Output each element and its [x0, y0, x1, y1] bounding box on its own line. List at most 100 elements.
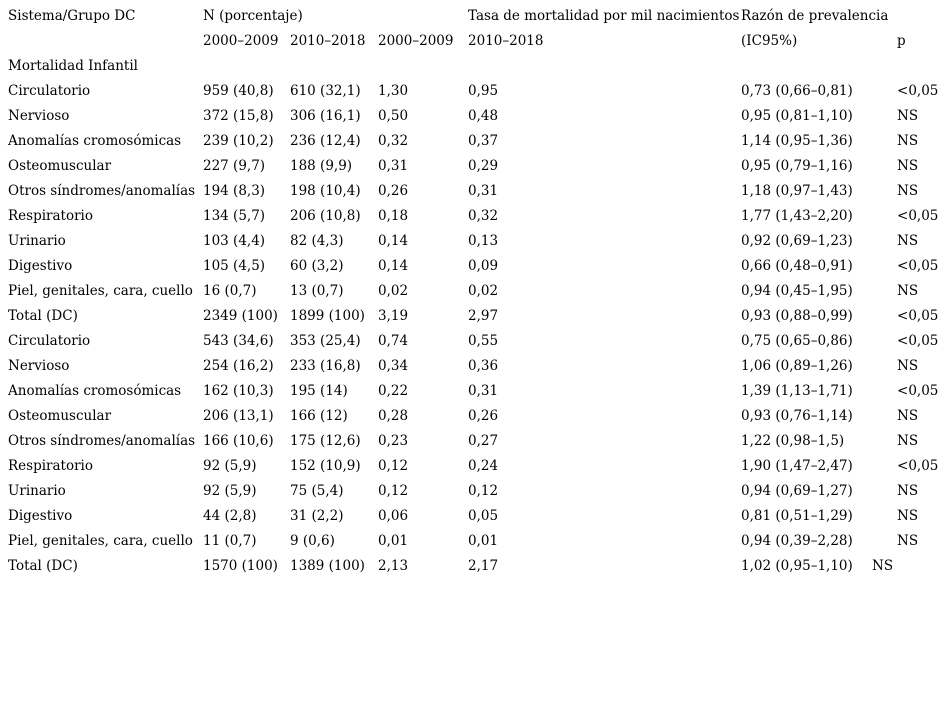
p-cell: NS	[897, 433, 919, 449]
n-period1-cell: 103 (4,4)	[203, 233, 266, 249]
table-row: Anomalías cromosómicas 162 (10,3) 195 (14)…	[8, 379, 940, 404]
sistema-cell: Osteomuscular	[8, 408, 112, 424]
razon-ic-cell: 0,94 (0,39–2,28)	[741, 533, 853, 549]
tasa-period1-cell: 0,23	[378, 433, 409, 449]
n-period2-cell: 75 (5,4)	[290, 483, 344, 499]
table-row: Circulatorio 959 (40,8) 610 (32,1) 1,30 0,95…	[8, 79, 940, 104]
razon-ic-cell: 0,93 (0,76–1,14)	[741, 408, 853, 424]
n-period1-cell: 11 (0,7)	[203, 533, 257, 549]
tasa-period1-cell: 0,32	[378, 133, 409, 149]
tasa-period1-cell: 0,28	[378, 408, 409, 424]
tasa-period2-cell: 0,27	[468, 433, 499, 449]
n-period1-cell: 239 (10,2)	[203, 133, 274, 149]
col-header-tasa-period1: 2000–2009	[378, 33, 454, 49]
tasa-period1-cell: 0,31	[378, 158, 409, 174]
razon-ic-cell: 0,92 (0,69–1,23)	[741, 233, 853, 249]
table-row: Total (DC) 2349 (100) 1899 (100) 3,19 2,97 0,…	[8, 304, 940, 329]
sistema-cell: Nervioso	[8, 108, 70, 124]
table-row: Osteomuscular 227 (9,7) 188 (9,9) 0,31 0,29 0…	[8, 154, 940, 179]
sistema-cell: Anomalías cromosómicas	[8, 383, 182, 399]
razon-ic-cell: 0,73 (0,66–0,81)	[741, 83, 853, 99]
sistema-cell: Piel, genitales, cara, cuello	[8, 533, 193, 549]
n-period1-cell: 92 (5,9)	[203, 483, 257, 499]
n-period1-cell: 1570 (100)	[203, 558, 278, 574]
razon-ic-cell: 1,39 (1,13–1,71)	[741, 383, 853, 399]
n-period1-cell: 105 (4,5)	[203, 258, 266, 274]
razon-ic-cell: 0,75 (0,65–0,86)	[741, 333, 853, 349]
table-row: Circulatorio 543 (34,6) 353 (25,4) 0,74 0,55…	[8, 329, 940, 354]
tasa-period1-cell: 0,14	[378, 233, 409, 249]
p-cell: NS	[897, 533, 919, 549]
tasa-period1-cell: 0,01	[378, 533, 409, 549]
razon-ic-cell: 0,95 (0,79–1,16)	[741, 158, 853, 174]
n-period1-cell: 162 (10,3)	[203, 383, 274, 399]
tasa-period2-cell: 0,13	[468, 233, 499, 249]
tasa-period1-cell: 0,14	[378, 258, 409, 274]
tasa-period2-cell: 0,36	[468, 358, 499, 374]
p-cell: <0,05	[897, 458, 939, 474]
n-period2-cell: 1389 (100)	[290, 558, 365, 574]
tasa-period2-cell: 0,12	[468, 483, 499, 499]
tasa-period1-cell: 2,13	[378, 558, 409, 574]
sistema-cell: Total (DC)	[8, 308, 78, 324]
n-period2-cell: 166 (12)	[290, 408, 348, 424]
razon-ic-cell: 1,22 (0,98–1,5)	[741, 433, 845, 449]
razon-ic-cell: 0,94 (0,69–1,27)	[741, 483, 853, 499]
p-cell: <0,05	[897, 333, 939, 349]
table-row: Respiratorio 134 (5,7) 206 (10,8) 0,18 0,32 1…	[8, 204, 940, 229]
razon-ic-cell: 1,77 (1,43–2,20)	[741, 208, 853, 224]
col-header-n-period2: 2010–2018	[290, 33, 366, 49]
n-period2-cell: 610 (32,1)	[290, 83, 361, 99]
p-cell: NS	[897, 283, 919, 299]
col-header-razon-group: Razón de prevalencia	[741, 8, 889, 24]
n-period1-cell: 206 (13,1)	[203, 408, 274, 424]
col-header-n-period1: 2000–2009	[203, 33, 279, 49]
n-period2-cell: 175 (12,6)	[290, 433, 361, 449]
table-row: Urinario 92 (5,9) 75 (5,4) 0,12 0,12 0,94 (0,…	[8, 479, 940, 504]
n-period2-cell: 60 (3,2)	[290, 258, 344, 274]
header-row-periods: 2000–2009 2010–2018 2000–2009 2010–2018 …	[8, 29, 940, 54]
n-period1-cell: 166 (10,6)	[203, 433, 274, 449]
razon-ic-cell: 0,94 (0,45–1,95)	[741, 283, 853, 299]
table-row: Nervioso 372 (15,8) 306 (16,1) 0,50 0,48 0,95…	[8, 104, 940, 129]
p-cell: NS	[897, 233, 919, 249]
sistema-cell: Anomalías cromosómicas	[8, 133, 182, 149]
tasa-period2-cell: 2,17	[468, 558, 499, 574]
section-label: Mortalidad Infantil	[8, 58, 138, 74]
tasa-period2-cell: 0,29	[468, 158, 499, 174]
sistema-cell: Respiratorio	[8, 458, 93, 474]
tasa-period1-cell: 0,74	[378, 333, 409, 349]
table-row: Otros síndromes/anomalías 194 (8,3) 198 (1…	[8, 179, 940, 204]
n-period1-cell: 44 (2,8)	[203, 508, 257, 524]
table-row: Urinario 103 (4,4) 82 (4,3) 0,14 0,13 0,92 (0…	[8, 229, 940, 254]
n-period2-cell: 195 (14)	[290, 383, 348, 399]
p-cell: <0,05	[897, 208, 939, 224]
col-header-sistema: Sistema/Grupo DC	[8, 8, 136, 24]
razon-ic-cell: 1,14 (0,95–1,36)	[741, 133, 853, 149]
p-cell: NS	[897, 408, 919, 424]
n-period2-cell: 233 (16,8)	[290, 358, 361, 374]
table-row: Piel, genitales, cara, cuello 16 (0,7) 13 …	[8, 279, 940, 304]
tasa-period2-cell: 0,09	[468, 258, 499, 274]
tasa-period2-cell: 0,32	[468, 208, 499, 224]
tasa-period1-cell: 1,30	[378, 83, 409, 99]
n-period2-cell: 198 (10,4)	[290, 183, 361, 199]
col-header-empty	[8, 29, 203, 54]
razon-ic-cell: 1,18 (0,97–1,43)	[741, 183, 853, 199]
header-row-groups: Sistema/Grupo DC N (porcentaje) Tasa de …	[8, 4, 940, 29]
table-row: Piel, genitales, cara, cuello 11 (0,7) 9 (…	[8, 529, 940, 554]
tasa-period2-cell: 0,37	[468, 133, 499, 149]
sistema-cell: Otros síndromes/anomalías	[8, 183, 196, 199]
sistema-cell: Nervioso	[8, 358, 70, 374]
razon-ic-cell: 1,90 (1,47–2,47)	[741, 458, 853, 474]
p-cell: NS	[897, 133, 919, 149]
sistema-cell: Piel, genitales, cara, cuello	[8, 283, 193, 299]
n-period1-cell: 16 (0,7)	[203, 283, 257, 299]
n-period1-cell: 227 (9,7)	[203, 158, 266, 174]
sistema-cell: Digestivo	[8, 258, 73, 274]
razon-ic-cell: 0,95 (0,81–1,10)	[741, 108, 853, 124]
n-period1-cell: 92 (5,9)	[203, 458, 257, 474]
sistema-cell: Circulatorio	[8, 83, 91, 99]
tasa-period2-cell: 0,01	[468, 533, 499, 549]
n-period1-cell: 194 (8,3)	[203, 183, 266, 199]
